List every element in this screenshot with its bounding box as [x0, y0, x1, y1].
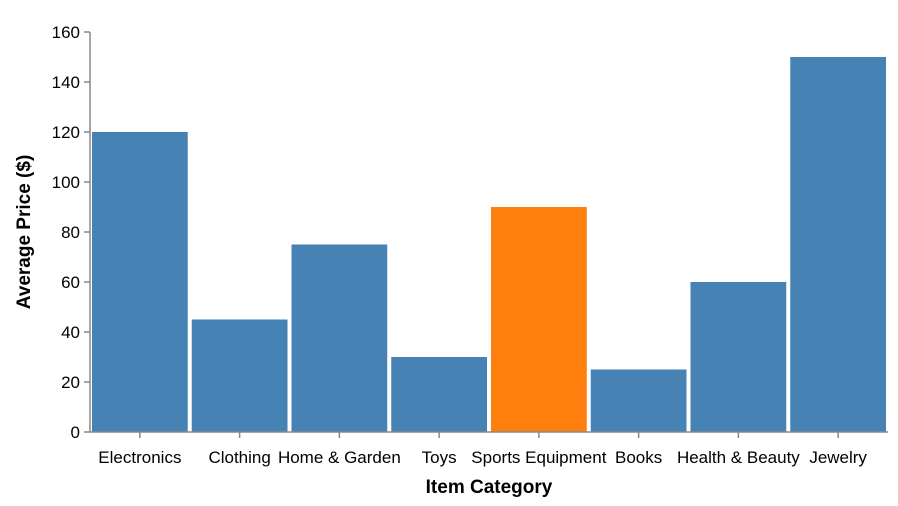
- bar-books: [590, 369, 687, 432]
- y-tick-label: 100: [52, 173, 80, 192]
- x-axis-title: Item Category: [426, 477, 553, 498]
- y-tick-label: 120: [52, 123, 80, 142]
- x-tick-label: Clothing: [208, 448, 270, 467]
- y-tick-label: 20: [61, 373, 80, 392]
- x-tick-label: Health & Beauty: [677, 448, 800, 467]
- x-tick-label: Home & Garden: [278, 448, 401, 467]
- y-tick-label: 160: [52, 23, 80, 42]
- bar-electronics: [92, 132, 188, 432]
- x-tick-label: Sports Equipment: [471, 448, 606, 467]
- bar-clothing: [191, 319, 288, 432]
- x-axis: Electronics Clothing Home & Garden Toys Spor…: [90, 431, 888, 467]
- bar-home-garden: [291, 244, 388, 432]
- bar-jewelry: [790, 57, 886, 432]
- y-tick-label: 80: [61, 223, 80, 242]
- y-axis-title: Average Price ($): [14, 155, 35, 310]
- x-tick-label: Books: [615, 448, 662, 467]
- x-tick-label: Electronics: [98, 448, 181, 467]
- y-tick-label: 0: [71, 423, 80, 442]
- bar-sports-equipment: [491, 207, 587, 432]
- bars-layer: [92, 57, 886, 432]
- y-axis: 0 20 40 60 80 100 120 140 160: [52, 23, 91, 442]
- y-tick-label: 40: [61, 323, 80, 342]
- bar-health-beauty: [690, 282, 787, 432]
- bar-toys: [391, 357, 487, 432]
- x-tick-label: Toys: [422, 448, 457, 467]
- y-tick-label: 60: [61, 273, 80, 292]
- x-tick-label: Jewelry: [809, 448, 867, 467]
- y-tick-label: 140: [52, 73, 80, 92]
